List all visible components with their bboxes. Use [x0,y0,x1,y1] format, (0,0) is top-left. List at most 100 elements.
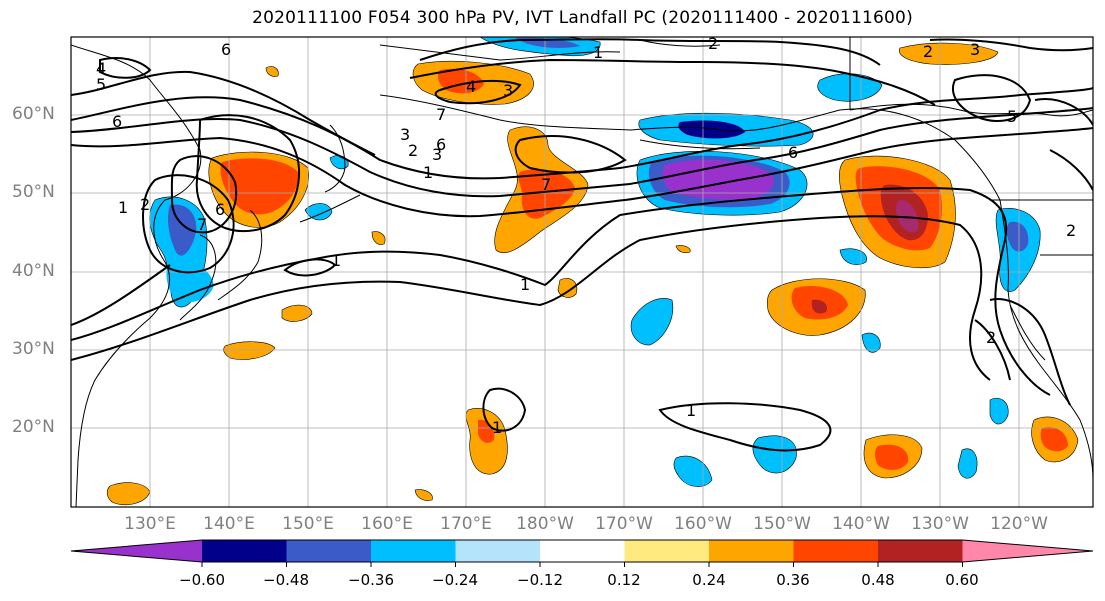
contour-label: 1 [118,198,128,217]
map-title: 2020111100 F054 300 hPa PV, IVT Landfall… [252,8,913,28]
contour-line [419,38,881,66]
shade-warm [414,489,433,501]
contour-line [71,215,991,381]
contour-label: 6 [112,112,122,131]
contour-label: 2 [140,195,150,214]
lat-label: 40°N [12,261,55,281]
contour-label: 4 [466,77,476,96]
lon-label: 140°E [203,514,255,534]
colorbar [70,539,1094,567]
contour-label: 6 [221,40,231,59]
contour-line [71,186,1051,396]
contour-label: 6 [788,143,798,162]
contour-label: 4 [96,59,106,78]
coast-kuril [299,194,361,223]
colorbar-swatch [71,540,202,562]
shade-warm [899,42,999,65]
lon-label: 170°E [440,514,492,534]
colorbar-tick-label: −0.12 [517,571,563,589]
shade-blue [989,397,1009,425]
contour-label: 1 [520,275,530,294]
colorbar-swatch [962,540,1093,562]
contour-line [195,114,301,233]
contour-label: 3 [503,81,513,100]
colorbar-tick-label: −0.36 [348,571,394,589]
contour-label: 5 [1007,107,1017,126]
contour-line [71,87,1093,180]
colorbar-swatch [371,540,456,562]
coast-siberia [379,39,721,61]
colorbar-tick-label: −0.48 [263,571,309,589]
lon-label: 150°W [753,514,811,534]
contour-label: 2 [986,328,996,347]
colorbar-swatch [455,540,541,562]
shade-warm [106,482,151,505]
colorbar-swatch [624,540,710,562]
shade-warm [875,444,909,470]
contour-line [482,387,527,432]
lon-label: 160°E [361,514,413,534]
lat-label: 30°N [12,339,55,359]
contour-line [142,174,235,274]
shade-warm [811,299,828,314]
lon-label: 180°W [516,514,574,534]
contour-line [170,155,238,234]
coast-alaska [379,94,1001,201]
shade-warm [880,184,928,241]
shade-warm [371,231,386,245]
shade-blue [678,120,745,139]
contour-line [71,127,1093,218]
contour-label: 2 [708,34,718,53]
lat-label: 60°N [12,104,55,124]
shade-warm [223,341,276,360]
contour-label: 3 [432,145,442,164]
colorbar-tick-label: 0.48 [861,571,895,589]
contour-label: 3 [400,125,410,144]
lon-label: 130°W [911,514,969,534]
contour-label: 1 [686,401,696,420]
contour-labels: 6 4 5 6 1 2 6 7 1 4 3 7 3 2 1 3 6 7 1 1 … [96,34,1076,437]
contour-line [952,74,1032,122]
colorbar-tick-label: −0.24 [432,571,478,589]
border-canada-us [990,199,1093,256]
shade-blue [957,448,978,479]
shade-blue [673,455,713,487]
contour-line [71,70,376,156]
shade-blue [1006,221,1029,252]
coast-baja [1009,304,1046,361]
lon-label: 130°E [124,514,176,534]
pv-contours [71,38,1093,452]
shade-warm [895,200,919,233]
contour-line [974,298,1071,406]
contour-label: 6 [215,200,225,219]
contour-label: 1 [593,43,603,62]
shade-warm [557,278,578,298]
contour-line [283,258,337,277]
lat-label: 20°N [12,417,55,437]
coast-korea-japan [179,209,263,321]
colorbar-swatch [286,540,372,562]
shade-warm [675,245,691,254]
shade-blue [167,204,197,256]
colorbar-tick-label: −0.60 [179,571,225,589]
lat-label: 50°N [12,182,55,202]
shade-blue [839,248,867,265]
lon-label: 160°W [674,514,732,534]
colorbar-tick-label: 0.60 [945,571,979,589]
contour-label: 7 [541,175,551,194]
contour-line [71,135,627,326]
contour-label: 2 [408,141,418,160]
colorbar-tick-label: 0.24 [692,571,726,589]
contour-line [99,57,152,79]
lon-label: 120°W [990,514,1048,534]
shade-blue [630,298,674,346]
shade-warm [1040,426,1068,452]
shade-blue [304,203,333,221]
coast-aleutian [639,139,761,150]
shade-warm [281,304,313,322]
contour-label: 7 [436,105,446,124]
contour-line [71,107,1093,198]
contour-label: 2 [923,42,933,61]
contour-label: 1 [331,251,341,270]
